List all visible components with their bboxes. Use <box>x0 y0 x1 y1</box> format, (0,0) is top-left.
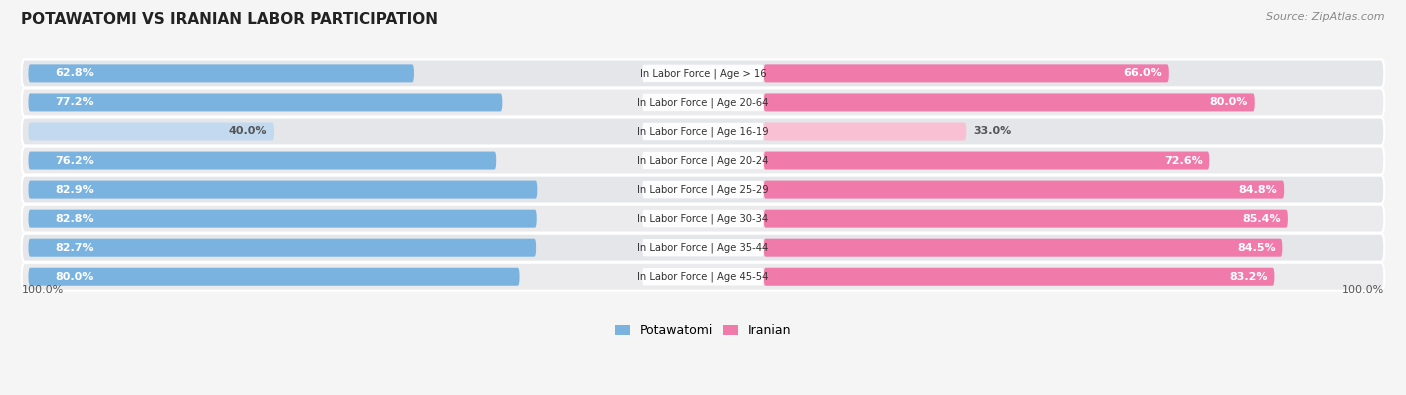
Text: In Labor Force | Age 25-29: In Labor Force | Age 25-29 <box>637 184 769 195</box>
FancyBboxPatch shape <box>21 59 1385 87</box>
Text: 100.0%: 100.0% <box>21 285 65 295</box>
FancyBboxPatch shape <box>643 94 763 111</box>
FancyBboxPatch shape <box>763 64 1168 83</box>
Text: 33.0%: 33.0% <box>973 126 1011 137</box>
Text: POTAWATOMI VS IRANIAN LABOR PARTICIPATION: POTAWATOMI VS IRANIAN LABOR PARTICIPATIO… <box>21 12 439 27</box>
FancyBboxPatch shape <box>28 152 496 169</box>
FancyBboxPatch shape <box>28 122 274 141</box>
FancyBboxPatch shape <box>21 88 1385 117</box>
FancyBboxPatch shape <box>643 152 763 169</box>
Text: In Labor Force | Age > 16: In Labor Force | Age > 16 <box>640 68 766 79</box>
Text: 82.9%: 82.9% <box>55 184 94 195</box>
Legend: Potawatomi, Iranian: Potawatomi, Iranian <box>610 320 796 342</box>
FancyBboxPatch shape <box>643 210 763 228</box>
Text: In Labor Force | Age 16-19: In Labor Force | Age 16-19 <box>637 126 769 137</box>
FancyBboxPatch shape <box>763 94 1254 111</box>
Text: 40.0%: 40.0% <box>229 126 267 137</box>
Text: 82.8%: 82.8% <box>55 214 94 224</box>
Text: 80.0%: 80.0% <box>1209 98 1249 107</box>
FancyBboxPatch shape <box>643 65 763 82</box>
Text: 82.7%: 82.7% <box>55 243 94 253</box>
Text: In Labor Force | Age 20-64: In Labor Force | Age 20-64 <box>637 97 769 108</box>
FancyBboxPatch shape <box>643 123 763 140</box>
FancyBboxPatch shape <box>28 94 502 111</box>
FancyBboxPatch shape <box>21 118 1385 145</box>
Text: 77.2%: 77.2% <box>55 98 94 107</box>
Text: 84.8%: 84.8% <box>1239 184 1278 195</box>
Text: 100.0%: 100.0% <box>1341 285 1385 295</box>
Text: In Labor Force | Age 30-34: In Labor Force | Age 30-34 <box>637 213 769 224</box>
FancyBboxPatch shape <box>21 263 1385 291</box>
Text: Source: ZipAtlas.com: Source: ZipAtlas.com <box>1267 12 1385 22</box>
FancyBboxPatch shape <box>763 122 966 141</box>
FancyBboxPatch shape <box>28 268 520 286</box>
Text: 66.0%: 66.0% <box>1123 68 1163 78</box>
FancyBboxPatch shape <box>21 234 1385 261</box>
FancyBboxPatch shape <box>643 181 763 198</box>
Text: 76.2%: 76.2% <box>55 156 94 166</box>
FancyBboxPatch shape <box>763 239 1282 257</box>
FancyBboxPatch shape <box>28 181 537 199</box>
Text: 62.8%: 62.8% <box>55 68 94 78</box>
FancyBboxPatch shape <box>21 176 1385 203</box>
FancyBboxPatch shape <box>763 181 1284 199</box>
Text: In Labor Force | Age 45-54: In Labor Force | Age 45-54 <box>637 271 769 282</box>
FancyBboxPatch shape <box>763 268 1274 286</box>
FancyBboxPatch shape <box>21 205 1385 233</box>
Text: 84.5%: 84.5% <box>1237 243 1275 253</box>
Text: In Labor Force | Age 35-44: In Labor Force | Age 35-44 <box>637 243 769 253</box>
FancyBboxPatch shape <box>21 147 1385 175</box>
FancyBboxPatch shape <box>763 152 1209 169</box>
FancyBboxPatch shape <box>763 210 1288 228</box>
Text: In Labor Force | Age 20-24: In Labor Force | Age 20-24 <box>637 155 769 166</box>
Text: 72.6%: 72.6% <box>1164 156 1202 166</box>
Text: 80.0%: 80.0% <box>55 272 94 282</box>
FancyBboxPatch shape <box>643 239 763 256</box>
FancyBboxPatch shape <box>28 210 537 228</box>
FancyBboxPatch shape <box>28 64 413 83</box>
Text: 85.4%: 85.4% <box>1243 214 1281 224</box>
FancyBboxPatch shape <box>643 268 763 286</box>
FancyBboxPatch shape <box>28 239 536 257</box>
Text: 83.2%: 83.2% <box>1229 272 1268 282</box>
